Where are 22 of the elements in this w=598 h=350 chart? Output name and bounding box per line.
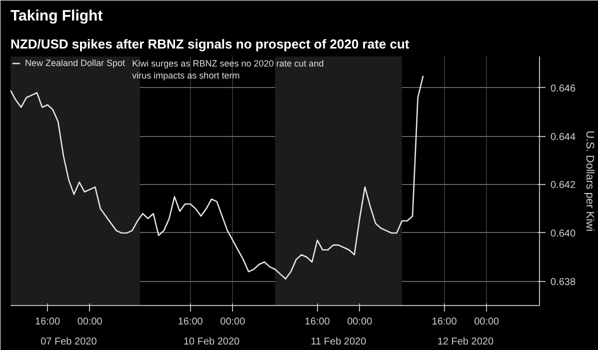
x-tick-label: 00:00: [220, 316, 246, 328]
y-axis-title: U.S. Dollars per Kiwi: [584, 130, 596, 232]
chart-subtitle: NZD/USD spikes after RBNZ signals no prospect of 2020 rate cut: [10, 36, 410, 52]
text: 10 Feb 2020: [183, 336, 240, 348]
x-tick-label: 00:00: [474, 316, 500, 328]
x-tick-label: 16:00: [432, 316, 458, 328]
y-tick-label: 0.642: [550, 180, 576, 192]
text: 07 Feb 2020: [40, 336, 98, 348]
x-tick-label: 00:00: [77, 316, 103, 328]
text: 12 Feb 2020: [437, 336, 494, 348]
x-tick-label: 00:00: [347, 316, 373, 328]
text: 11 Feb 2020: [310, 336, 367, 348]
legend-label: New Zealand Dollar Spot: [25, 58, 126, 68]
annotation: Kiwi surges as RBNZ sees no 2020 rate cut and virus impacts as short term: [132, 58, 324, 80]
x-tick-label: 16:00: [35, 316, 60, 328]
y-tick-label: 0.644: [550, 132, 576, 143]
chart-title: Taking Flight: [10, 8, 103, 24]
x-tick-label: 16:00: [304, 316, 330, 328]
y-tick-label: 0.638: [550, 276, 576, 288]
y-tick-label: 0.640: [550, 228, 576, 240]
x-tick-label: 16:00: [178, 316, 204, 328]
y-tick-label: 0.646: [550, 83, 576, 94]
